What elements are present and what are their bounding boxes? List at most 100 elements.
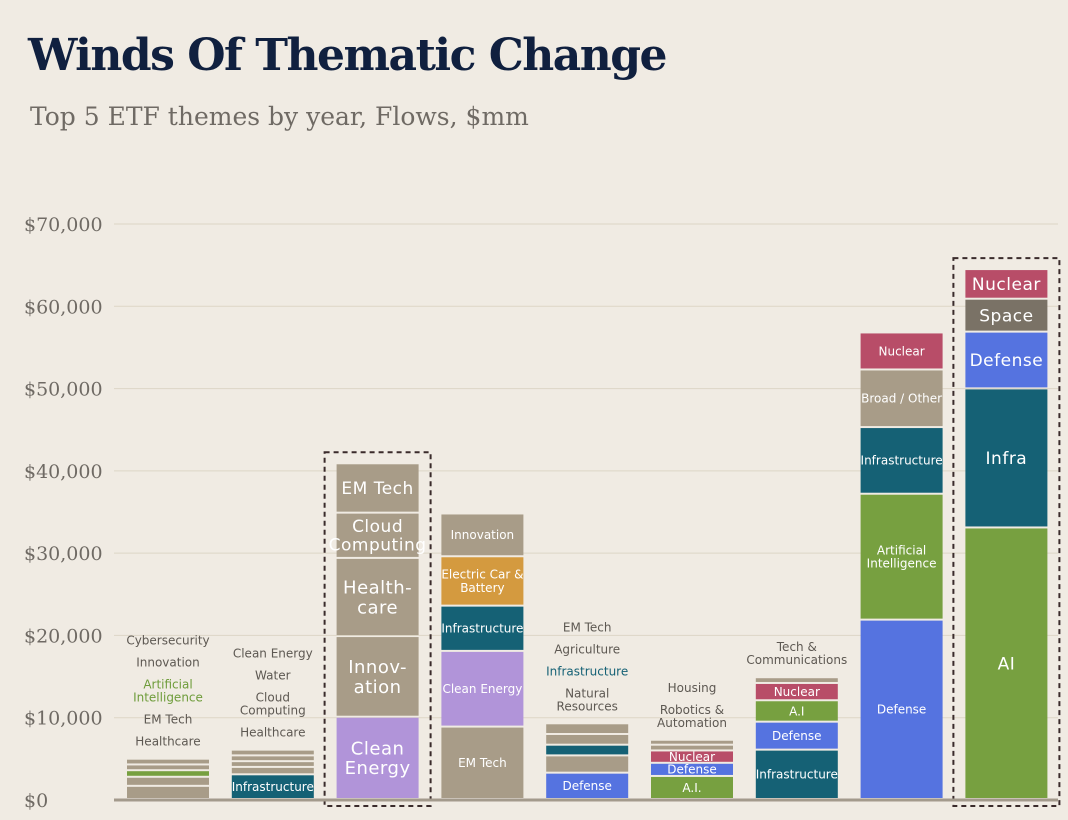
- outside-label: Tech & Communications: [746, 640, 847, 667]
- bar-4: Defense Natural Resources Infrastructure Agr…: [546, 620, 628, 798]
- segment-label: EM Tech: [341, 479, 413, 499]
- bar-segment: [860, 370, 943, 427]
- bar-0: Healthcare EM Tech Artificial Intelligence I…: [126, 634, 210, 798]
- bar-segment: [231, 756, 314, 761]
- segment-label: Electric Car & Battery: [441, 568, 523, 595]
- segment-label: Defense: [562, 779, 611, 793]
- segment-label: Cloud Computing: [329, 517, 427, 556]
- chart-title: Winds Of Thematic Change: [28, 30, 668, 81]
- outside-label: EM Tech: [563, 620, 612, 634]
- bar-segment: [546, 734, 629, 744]
- outside-label: Natural Resources: [557, 686, 618, 713]
- highlight-outline: [952, 257, 1061, 807]
- segment-label: Innov-ation: [348, 657, 407, 698]
- segment-label: Nuclear: [879, 344, 925, 358]
- y-tick-label: $50,000: [24, 379, 103, 401]
- bars: Healthcare EM Tech Artificial Intelligence I…: [126, 257, 1061, 807]
- segment-label: Artificial Intelligence: [867, 543, 937, 570]
- bar-segment: [860, 620, 943, 798]
- segment-label: Clean Energy: [345, 738, 411, 779]
- bar-segment: [546, 724, 629, 733]
- chart-subtitle: Top 5 ETF themes by year, Flows, $mm: [30, 102, 529, 131]
- y-tick-label: $0: [24, 790, 48, 812]
- bar-segment: [546, 756, 629, 772]
- bar-segment: [755, 750, 838, 798]
- bar-1: Infrastructure Healthcare Cloud Computing Wa…: [232, 647, 314, 798]
- outside-label: Healthcare: [135, 735, 200, 749]
- bar-segment: [965, 299, 1048, 331]
- segment-label: Innovation: [451, 528, 515, 542]
- y-tick-label: $70,000: [24, 214, 103, 236]
- y-tick-label: $10,000: [24, 708, 103, 730]
- y-axis: $0 $10,000 $20,000 $30,000 $40,000 $50,000 $60…: [24, 214, 103, 812]
- bar-8: AI Infra Defense Space Nuclear: [952, 257, 1061, 807]
- segment-label: Health-care: [343, 578, 412, 619]
- bar-segment: [127, 777, 209, 785]
- bar-2: Clean Energy Innov-ation Health-care Cloud Co…: [323, 451, 432, 807]
- bar-segment: [336, 464, 419, 512]
- segment-label: Infra: [986, 449, 1028, 469]
- bar-segment: [231, 762, 314, 766]
- segment-label: EM Tech: [458, 756, 507, 770]
- outside-label: Clean Energy: [233, 647, 313, 661]
- bar-segment: [441, 606, 524, 650]
- bar-6: Infrastructure Defense A.I Nuclear Tech & Com…: [746, 640, 847, 798]
- highlight-outline: [323, 451, 432, 807]
- outside-label: Water: [255, 669, 291, 683]
- bar-segment: [860, 333, 943, 369]
- bar-segment: [755, 683, 838, 700]
- outside-label: Housing: [668, 681, 717, 695]
- segment-label: A.I: [789, 704, 804, 718]
- bar-7: Defense Artificial Intelligence Infrastruct…: [861, 333, 943, 798]
- segment-label: Nuclear: [972, 275, 1041, 295]
- bar-segment: [546, 773, 629, 798]
- bar-segment: [127, 765, 209, 770]
- segment-label: Nuclear: [774, 685, 820, 699]
- bar-segment: [336, 513, 419, 557]
- outside-label: Robotics & Automation: [657, 703, 727, 730]
- bar-segment: [860, 494, 943, 619]
- segment-label: Defense: [970, 351, 1044, 371]
- bar-segment: [860, 428, 943, 493]
- bar-segment: [231, 767, 314, 774]
- segment-label: Infrastructure: [441, 622, 523, 636]
- bar-segment: [965, 332, 1048, 388]
- bar-segment: [546, 745, 629, 755]
- y-tick-label: $60,000: [24, 296, 103, 318]
- bar-segment: [127, 771, 209, 776]
- bar-segment: [441, 651, 524, 726]
- segment-label: Infrastructure: [861, 454, 943, 468]
- y-tick-label: $20,000: [24, 625, 103, 647]
- y-tick-label: $30,000: [24, 543, 103, 565]
- outside-label: Innovation: [136, 656, 200, 670]
- outside-label: Artificial Intelligence: [133, 678, 203, 705]
- bar-3: EM Tech Clean Energy Infrastructure Electri…: [441, 514, 523, 798]
- bar-segment: [231, 750, 314, 755]
- segment-label: AI: [998, 654, 1016, 674]
- segment-label: Space: [979, 306, 1033, 326]
- bar-segment: [965, 528, 1048, 798]
- segment-label: Nuclear: [669, 750, 715, 764]
- outside-label: Cybersecurity: [126, 634, 209, 648]
- y-tick-label: $40,000: [24, 461, 103, 483]
- bar-segment: [336, 717, 419, 798]
- bar-segment: [127, 786, 209, 798]
- bar-segment: [441, 514, 524, 556]
- bar-segment: [651, 740, 733, 744]
- bar-segment: [651, 751, 733, 762]
- bar-segment: [651, 776, 733, 798]
- segment-label: Clean Energy: [442, 682, 522, 696]
- bar-segment: [336, 637, 419, 716]
- outside-label: Agriculture: [554, 642, 620, 656]
- bar-segment: [127, 759, 209, 764]
- bar-segment: [755, 678, 838, 682]
- bar-segment: [755, 701, 838, 721]
- segment-label: Defense: [877, 703, 926, 717]
- bar-segment: [231, 775, 314, 798]
- bar-segment: [965, 270, 1048, 298]
- segment-label: A.I.: [682, 781, 701, 795]
- outside-label: Cloud Computing: [240, 691, 306, 718]
- segment-label: Defense: [667, 763, 716, 777]
